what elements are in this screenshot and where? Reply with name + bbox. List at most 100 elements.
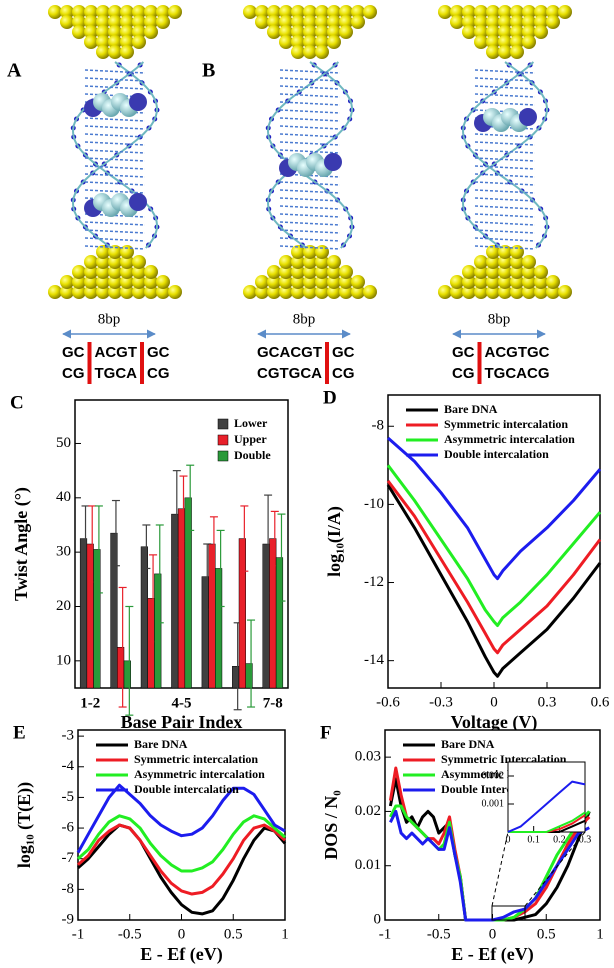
intercalator [519, 108, 537, 126]
gold-atom [363, 285, 377, 299]
base-pair [475, 190, 535, 193]
gold-atom [132, 255, 146, 269]
sequence: TGCACG [485, 365, 550, 382]
x-tick-label: -0.5 [118, 926, 142, 942]
base-pair [475, 142, 535, 145]
legend-label: Double intercalation [134, 782, 239, 796]
gold-atom [546, 275, 560, 289]
sequence: GC [147, 344, 170, 361]
base-pair [280, 134, 340, 137]
gold-atom [462, 25, 476, 39]
base-pair [475, 94, 535, 97]
x-tick-label: -0.3 [429, 694, 453, 710]
legend-swatch [218, 451, 228, 461]
legend-label: Upper [234, 432, 267, 446]
gold-atom [510, 45, 524, 59]
x-tick-label: 0 [506, 834, 511, 845]
sequence: ACGTGC [485, 344, 550, 361]
x-tick-label: 0.3 [538, 694, 557, 710]
y-tick-label: 10 [56, 652, 71, 668]
gold-atom [363, 5, 377, 19]
base-pair [475, 238, 535, 241]
gold-atom [48, 285, 62, 299]
gold-atom [339, 25, 353, 39]
base-pair [280, 142, 340, 145]
base-pair [85, 126, 145, 129]
gold-atom [510, 245, 524, 259]
break-marker [140, 342, 144, 384]
legend-label: Asymmetric intercalation [134, 767, 265, 781]
base-pair [475, 214, 535, 217]
x-tick-label: 0.2 [553, 834, 566, 845]
x-axis-label: Base Pair Index [121, 712, 243, 732]
gold-atom [168, 5, 182, 19]
gold-atom [291, 45, 305, 59]
chart: -14-12-10-8-0.6-0.300.30.6Bare DNASymmet… [323, 387, 610, 733]
gold-atom [108, 45, 122, 59]
sequence: TGCA [95, 365, 138, 382]
sequence: CG [147, 365, 170, 382]
gold-atom [144, 265, 158, 279]
gold-atom [534, 25, 548, 39]
x-tick-label: -0.6 [376, 694, 400, 710]
legend-label: Lower [234, 416, 268, 430]
gold-atom [474, 35, 488, 49]
scale-label: 8bp [98, 311, 121, 327]
gold-atom [60, 275, 74, 289]
gold-atom [243, 5, 257, 19]
y-tick-label: 0 [374, 911, 382, 927]
gold-atom [84, 35, 98, 49]
base-pair [280, 126, 340, 129]
y-tick-label: -6 [62, 820, 75, 836]
legend-label: Bare DNA [441, 737, 495, 751]
y-tick-label: -10 [364, 496, 384, 512]
base-pair [85, 238, 145, 241]
base-pair [475, 166, 535, 169]
base-pair [280, 238, 340, 241]
panel-label: B [202, 60, 215, 82]
gold-atom [474, 255, 488, 269]
gold-atom [267, 25, 281, 39]
base-pair [85, 166, 145, 169]
base-pair [280, 206, 340, 209]
gold-atom [156, 15, 170, 29]
gold-atom [303, 45, 317, 59]
gold-atom [558, 5, 572, 19]
sequence: CG [452, 365, 475, 382]
gold-atom [546, 15, 560, 29]
base-pair [85, 190, 145, 193]
legend-label: Symmetric intercalation [444, 417, 568, 431]
y-axis-label: log₁₀ (T(E)) [14, 782, 35, 868]
y-tick-label: -14 [364, 652, 384, 668]
gold-atom [522, 35, 536, 49]
gold-atom [120, 245, 134, 259]
gold-atom [279, 35, 293, 49]
y-tick-label: 0.001 [482, 798, 505, 809]
x-tick-label: 0.5 [537, 926, 556, 942]
base-pair [280, 94, 340, 97]
y-tick-label: 50 [56, 435, 71, 451]
y-axis-label: DOS / N₀ [321, 790, 341, 859]
y-tick-label: 0.002 [482, 770, 505, 781]
gold-atom [450, 15, 464, 29]
gold-atom [351, 275, 365, 289]
x-tick-label: 0.3 [579, 834, 592, 845]
gold-atom [522, 255, 536, 269]
base-pair [475, 134, 535, 137]
sequence: GC [62, 344, 85, 361]
y-tick-label: -12 [364, 574, 384, 590]
break-marker [325, 342, 329, 384]
y-tick-label: 0.02 [355, 803, 381, 819]
gold-atom [72, 25, 86, 39]
sequence: GCACGT [257, 344, 322, 361]
legend-label: Double intercalation [444, 447, 549, 461]
intercalator [129, 193, 147, 211]
base-pair [475, 86, 535, 89]
gold-atom [327, 255, 341, 269]
sequence: GC [332, 344, 355, 361]
gold-atom [438, 5, 452, 19]
y-tick-label: -9 [62, 911, 75, 927]
x-tick-label: 0.6 [591, 694, 610, 710]
structures: A8bpGCCGACGTTGCAGCCGB8bpGCACGTCGTGCAGCCG… [7, 5, 572, 384]
y-tick-label: -5 [62, 789, 75, 805]
